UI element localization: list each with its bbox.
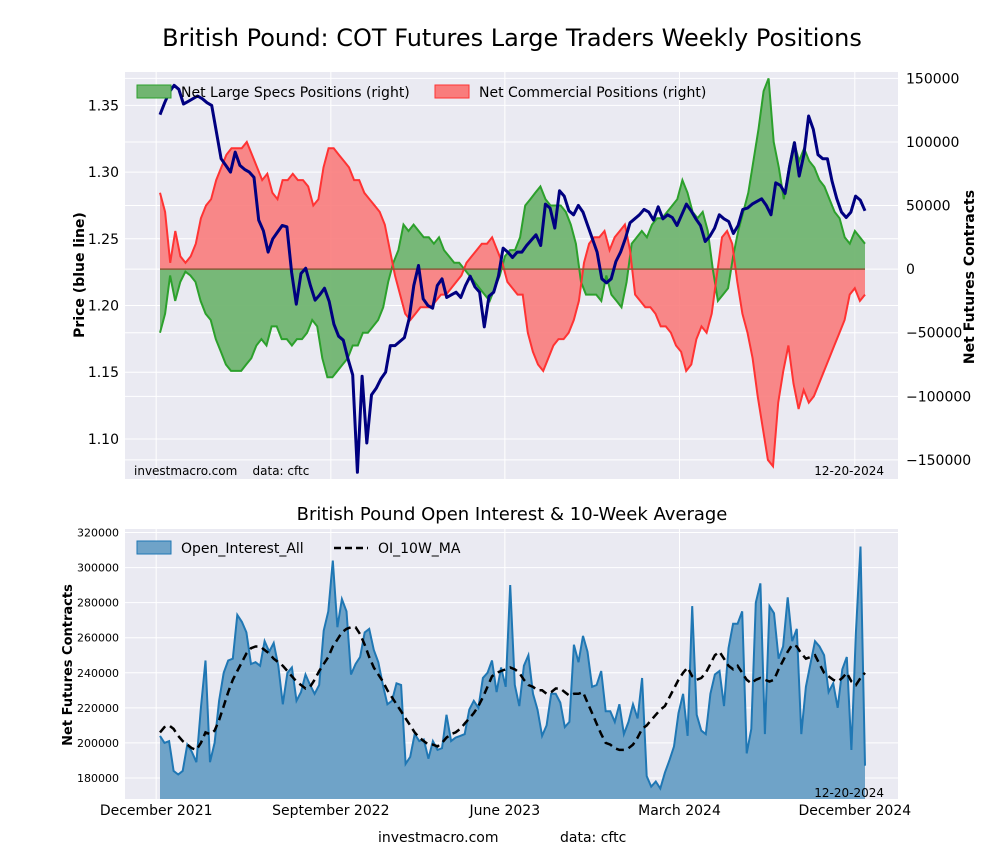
bottom-x-tick-label: December 2021	[100, 803, 213, 819]
top-left-tick-labels: 1.10 1.15 1.20 1.25 1.30 1.35	[88, 98, 119, 448]
bottom-y-tick-label: 280000	[77, 597, 119, 610]
bottom-y-axis-label: Net Futures Contracts	[61, 584, 76, 746]
bottom-x-tick-label: June 2023	[469, 803, 541, 819]
bottom-oi-area	[159, 546, 866, 799]
top-legend: Net Large Specs Positions (right) Net Co…	[136, 84, 706, 101]
bottom-x-tick-label: September 2022	[272, 803, 389, 819]
left-tick-label: 1.25	[88, 232, 119, 248]
right-tick-label: 50000	[906, 199, 951, 215]
bottom-x-tick-label: March 2024	[638, 803, 721, 819]
specs-line	[159, 78, 866, 379]
footer-data: data: cftc	[560, 830, 626, 846]
bottom-legend: Open_Interest_All OI_10W_MA	[136, 540, 461, 557]
left-tick-label: 1.10	[88, 432, 119, 448]
bottom-date-annotation: 12-20-2024	[814, 786, 884, 800]
specs-area	[160, 78, 865, 378]
legend-commercial-swatch	[434, 84, 470, 99]
top-right-axis-label: Net Futures Contracts	[962, 190, 978, 364]
bottom-title: British Pound Open Interest & 10-Week Av…	[297, 504, 728, 525]
cot-positions-panel: 1.101.151.201.251.301.35 −150000−100000−…	[72, 71, 978, 479]
legend-oi-label: Open_Interest_All	[181, 541, 304, 557]
top-source-annotation: investmacro.com data: cftc	[134, 464, 309, 478]
oi-ma-line	[159, 625, 866, 752]
left-tick-label: 1.20	[88, 299, 119, 315]
legend-oi-swatch	[136, 540, 172, 555]
left-tick-label: 1.35	[88, 98, 119, 114]
bottom-y-tick-label: 240000	[77, 667, 119, 680]
commercial-line	[159, 140, 866, 469]
right-tick-label: 150000	[906, 71, 959, 87]
oi-line	[159, 546, 866, 791]
legend-commercial-label: Net Commercial Positions (right)	[479, 85, 706, 101]
main-title: British Pound: COT Futures Large Traders…	[162, 24, 862, 52]
left-tick-label: 1.30	[88, 165, 119, 181]
commercial-area	[160, 142, 865, 467]
footer-source: investmacro.com	[378, 830, 498, 846]
bottom-y-tick-label: 300000	[77, 562, 119, 575]
legend-specs-label: Net Large Specs Positions (right)	[181, 85, 410, 101]
bottom-y-tick-label: 260000	[77, 632, 119, 645]
bottom-x-tick-label: December 2024	[798, 803, 911, 819]
top-areas	[159, 78, 866, 469]
oi-area	[160, 546, 865, 799]
legend-specs-swatch	[136, 84, 172, 99]
right-tick-label: −150000	[906, 453, 971, 469]
top-date-annotation: 12-20-2024	[814, 464, 884, 478]
right-tick-label: 100000	[906, 135, 959, 151]
top-left-axis-label: Price (blue line)	[72, 212, 88, 338]
bottom-y-tick-label: 320000	[77, 527, 119, 540]
bottom-y-tick-label: 200000	[77, 737, 119, 750]
right-tick-label: 0	[906, 262, 915, 278]
right-tick-label: −50000	[906, 326, 962, 342]
bottom-ma-line	[159, 625, 866, 752]
left-tick-label: 1.15	[88, 365, 119, 381]
open-interest-panel: British Pound Open Interest & 10-Week Av…	[61, 504, 911, 819]
legend-ma-label: OI_10W_MA	[378, 541, 461, 557]
bottom-x-tick-labels: December 2021 September 2022 June 2023 Marc…	[100, 803, 911, 819]
top-right-tick-labels: −150000 −100000 −50000 0 50000 100000 150000	[906, 71, 971, 469]
top-price-line	[158, 83, 867, 474]
right-tick-label: −100000	[906, 389, 971, 405]
bottom-y-tick-labels: 180000 200000 220000 240000 260000 280000 3000…	[77, 527, 119, 785]
bottom-y-tick-label: 180000	[77, 772, 119, 785]
price-line	[158, 83, 867, 474]
bottom-y-tick-label: 220000	[77, 702, 119, 715]
